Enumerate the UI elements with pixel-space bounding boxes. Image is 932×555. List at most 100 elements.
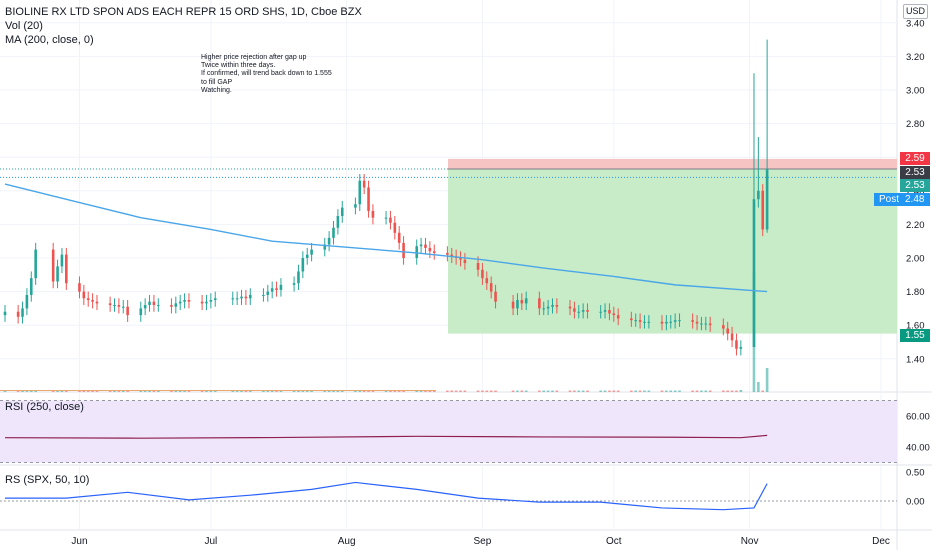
volume-bar [485, 390, 489, 392]
candle-body [157, 305, 160, 307]
candle-body [301, 258, 305, 272]
volume-bar [367, 390, 370, 392]
candle-body [323, 244, 327, 250]
volume-bar [29, 390, 33, 392]
volume-bar [761, 390, 765, 392]
candle-body [638, 320, 642, 322]
candle-body [327, 237, 331, 245]
candle-body [279, 284, 283, 290]
volume-bar [708, 390, 712, 392]
volume-bar [638, 390, 642, 392]
volume-bar [424, 390, 427, 392]
volume-bar [248, 390, 252, 392]
volume-bar [60, 390, 64, 392]
candle-body [494, 291, 497, 302]
currency-button[interactable]: USD [903, 4, 928, 19]
volume-bar [765, 368, 769, 392]
volume-bar [735, 390, 738, 392]
candle-body [336, 216, 340, 228]
candle-body [516, 300, 519, 309]
candle-body [551, 305, 554, 307]
volume-bar [332, 390, 335, 392]
candle-body [60, 254, 64, 267]
candle-body [152, 301, 156, 306]
price-tick-label: 2.80 [906, 119, 925, 130]
rs-label[interactable]: RS (SPX, 50, 10) [5, 474, 89, 486]
volume-bar [603, 390, 607, 392]
volume-bar [511, 390, 515, 392]
volume-bar [476, 390, 480, 392]
candle-body [511, 301, 515, 309]
volume-bar [279, 390, 283, 392]
volume-bar [200, 390, 204, 392]
candle-body [643, 321, 646, 323]
volume-bar [678, 390, 681, 392]
volume-bar [297, 390, 300, 392]
candle-body [51, 249, 55, 282]
note-line-1: Higher price rejection after gap up [201, 54, 307, 61]
candle-body [95, 301, 99, 304]
ma-indicator-label[interactable]: MA (200, close, 0) [5, 34, 94, 46]
note-line-4: to fill GAP [201, 78, 233, 86]
candle-body [673, 320, 677, 322]
volume-bar [630, 390, 633, 392]
volume-bar [126, 390, 129, 392]
volume-bar [51, 390, 55, 392]
candle-body [568, 306, 572, 309]
volume-bar [270, 390, 274, 392]
volume-bar [244, 390, 248, 392]
price-tick-label: 2.20 [906, 220, 925, 231]
volume-bar [673, 390, 677, 392]
candle-body [415, 246, 419, 258]
candle-body [305, 254, 309, 258]
volume-bar [516, 390, 519, 392]
candle-body [3, 311, 7, 316]
candle-body [555, 305, 559, 307]
candle-body [603, 310, 607, 312]
candle-body [765, 168, 769, 230]
candle-body [424, 244, 427, 248]
volume-bar [301, 390, 305, 392]
candle-body [266, 291, 270, 295]
volume-bar [25, 390, 29, 392]
volume-bar [240, 390, 243, 392]
post-market-tag: Post 2.48 [874, 193, 930, 206]
candle-body [726, 328, 729, 334]
volume-bar [643, 390, 646, 392]
volume-bar [143, 390, 147, 392]
candle-body [647, 321, 651, 323]
volume-bar [415, 390, 419, 392]
volume-bar [397, 390, 401, 392]
rsi-line [4, 434, 768, 439]
volume-bar [432, 390, 436, 392]
candle-body [340, 207, 344, 216]
volume-bar [730, 390, 734, 392]
candle-body [187, 300, 191, 302]
candle-body [446, 252, 449, 255]
symbol-title[interactable]: BIOLINE RX LTD SPON ADS EACH REPR 15 ORD… [5, 6, 362, 18]
target-price-tag: 1.55 [900, 329, 930, 342]
note-line-2: Twice within three days. [201, 62, 276, 70]
candle-body [757, 190, 760, 200]
candle-body [248, 294, 252, 299]
rsi-label[interactable]: RSI (250, close) [5, 401, 84, 413]
volume-indicator-label[interactable]: Vol (20) [5, 20, 43, 32]
volume-bar [121, 390, 125, 392]
volume-bar [95, 390, 99, 392]
volume-bar [555, 390, 559, 392]
candle-body [599, 311, 602, 313]
candle-body [209, 300, 213, 302]
volume-bar [542, 390, 546, 392]
candle-body [616, 315, 620, 319]
volume-bar [454, 390, 458, 392]
price-tick-label: 1.60 [906, 321, 925, 332]
candle-body [419, 244, 423, 247]
price-tick-label: 2.00 [906, 254, 925, 265]
candle-body [739, 347, 743, 349]
candle-body [16, 311, 20, 317]
volume-bar [354, 390, 357, 392]
x-tick-label: Aug [338, 536, 356, 547]
volume-bar [722, 390, 725, 392]
